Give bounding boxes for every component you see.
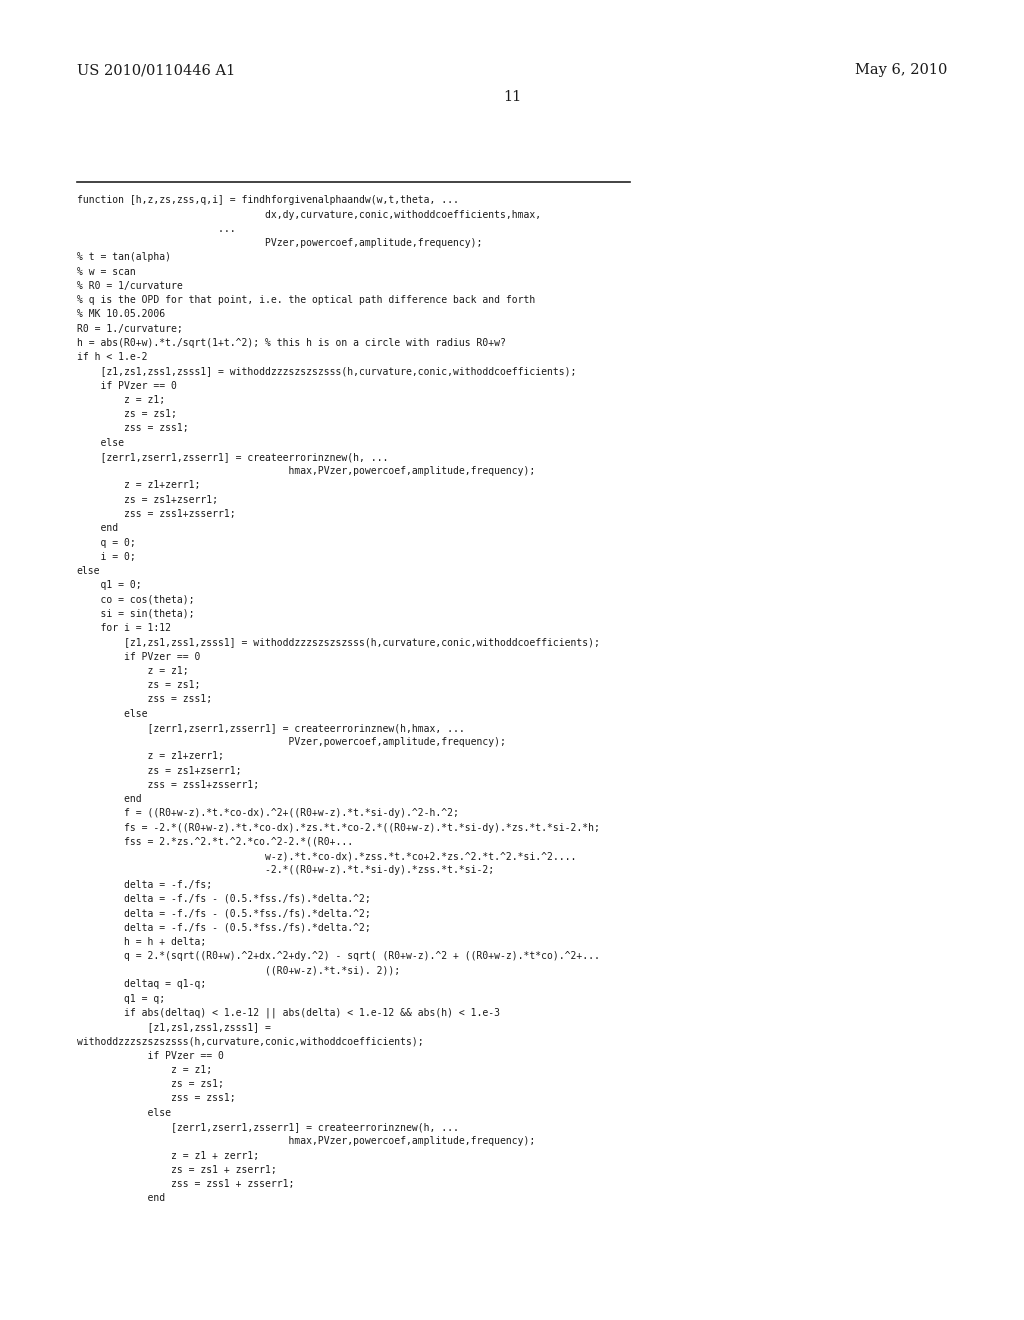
Text: ...: ... (77, 224, 236, 234)
Text: zss = zss1 + zsserr1;: zss = zss1 + zsserr1; (77, 1179, 294, 1189)
Text: zs = zs1;: zs = zs1; (77, 409, 177, 420)
Text: zss = zss1;: zss = zss1; (77, 1093, 236, 1104)
Text: zs = zs1+zserr1;: zs = zs1+zserr1; (77, 495, 218, 504)
Text: z = z1;: z = z1; (77, 665, 188, 676)
Text: else: else (77, 1107, 171, 1118)
Text: hmax,PVzer,powercoef,amplitude,frequency);: hmax,PVzer,powercoef,amplitude,frequency… (77, 466, 536, 477)
Text: % t = tan(alpha): % t = tan(alpha) (77, 252, 171, 263)
Text: if h < 1.e-2: if h < 1.e-2 (77, 352, 147, 362)
Text: [zerr1,zserr1,zsserr1] = createerrorinznew(h,hmax, ...: [zerr1,zserr1,zsserr1] = createerrorinzn… (77, 723, 465, 733)
Text: z = z1+zerr1;: z = z1+zerr1; (77, 480, 200, 491)
Text: zs = zs1 + zserr1;: zs = zs1 + zserr1; (77, 1164, 276, 1175)
Text: % q is the OPD for that point, i.e. the optical path difference back and forth: % q is the OPD for that point, i.e. the … (77, 296, 536, 305)
Text: si = sin(theta);: si = sin(theta); (77, 609, 195, 619)
Text: zs = zs1+zserr1;: zs = zs1+zserr1; (77, 766, 242, 776)
Text: zss = zss1+zsserr1;: zss = zss1+zsserr1; (77, 780, 259, 789)
Text: delta = -f./fs;: delta = -f./fs; (77, 879, 212, 890)
Text: % w = scan: % w = scan (77, 267, 135, 277)
Text: end: end (77, 523, 118, 533)
Text: zss = zss1;: zss = zss1; (77, 694, 212, 705)
Text: for i = 1:12: for i = 1:12 (77, 623, 171, 634)
Text: [z1,zs1,zss1,zsss1] = withoddzzzszszszsss(h,curvature,conic,withoddcoefficients): [z1,zs1,zss1,zsss1] = withoddzzzszszszss… (77, 638, 600, 647)
Text: delta = -f./fs - (0.5.*fss./fs).*delta.^2;: delta = -f./fs - (0.5.*fss./fs).*delta.^… (77, 894, 371, 904)
Text: [z1,zs1,zss1,zsss1] = withoddzzzszszszsss(h,curvature,conic,withoddcoefficients): [z1,zs1,zss1,zsss1] = withoddzzzszszszss… (77, 367, 577, 376)
Text: else: else (77, 709, 147, 718)
Text: q1 = 0;: q1 = 0; (77, 581, 141, 590)
Text: zss = zss1+zsserr1;: zss = zss1+zsserr1; (77, 510, 236, 519)
Text: zs = zs1;: zs = zs1; (77, 680, 200, 690)
Text: h = h + delta;: h = h + delta; (77, 937, 206, 946)
Text: q = 2.*(sqrt((R0+w).^2+dx.^2+dy.^2) - sqrt( (R0+w-z).^2 + ((R0+w-z).*t*co).^2+..: q = 2.*(sqrt((R0+w).^2+dx.^2+dy.^2) - sq… (77, 950, 600, 961)
Text: q1 = q;: q1 = q; (77, 994, 165, 1003)
Text: else: else (77, 566, 100, 576)
Text: PVzer,powercoef,amplitude,frequency);: PVzer,powercoef,amplitude,frequency); (77, 238, 482, 248)
Text: end: end (77, 795, 141, 804)
Text: fss = 2.*zs.^2.*t.^2.*co.^2-2.*((R0+...: fss = 2.*zs.^2.*t.^2.*co.^2-2.*((R0+... (77, 837, 353, 847)
Text: dx,dy,curvature,conic,withoddcoefficients,hmax,: dx,dy,curvature,conic,withoddcoefficient… (77, 210, 541, 219)
Text: if PVzer == 0: if PVzer == 0 (77, 652, 200, 661)
Text: [zerr1,zserr1,zsserr1] = createerrorinznew(h, ...: [zerr1,zserr1,zsserr1] = createerrorinzn… (77, 1122, 459, 1133)
Text: fs = -2.*((R0+w-z).*t.*co-dx).*zs.*t.*co-2.*((R0+w-z).*t.*si-dy).*zs.*t.*si-2.*h: fs = -2.*((R0+w-z).*t.*co-dx).*zs.*t.*co… (77, 822, 600, 833)
Text: PVzer,powercoef,amplitude,frequency);: PVzer,powercoef,amplitude,frequency); (77, 737, 506, 747)
Text: q = 0;: q = 0; (77, 537, 135, 548)
Text: if abs(deltaq) < 1.e-12 || abs(delta) < 1.e-12 && abs(h) < 1.e-3: if abs(deltaq) < 1.e-12 || abs(delta) < … (77, 1008, 500, 1019)
Text: f = ((R0+w-z).*t.*co-dx).^2+((R0+w-z).*t.*si-dy).^2-h.^2;: f = ((R0+w-z).*t.*co-dx).^2+((R0+w-z).*t… (77, 808, 459, 818)
Text: co = cos(theta);: co = cos(theta); (77, 594, 195, 605)
Text: ((R0+w-z).*t.*si). 2));: ((R0+w-z).*t.*si). 2)); (77, 965, 400, 975)
Text: hmax,PVzer,powercoef,amplitude,frequency);: hmax,PVzer,powercoef,amplitude,frequency… (77, 1137, 536, 1146)
Text: [z1,zs1,zss1,zsss1] =: [z1,zs1,zss1,zsss1] = (77, 1022, 270, 1032)
Text: if PVzer == 0: if PVzer == 0 (77, 1051, 223, 1061)
Text: w-z).*t.*co-dx).*zss.*t.*co+2.*zs.^2.*t.^2.*si.^2....: w-z).*t.*co-dx).*zss.*t.*co+2.*zs.^2.*t.… (77, 851, 577, 861)
Text: if PVzer == 0: if PVzer == 0 (77, 380, 177, 391)
Text: [zerr1,zserr1,zsserr1] = createerrorinznew(h, ...: [zerr1,zserr1,zsserr1] = createerrorinzn… (77, 451, 388, 462)
Text: delta = -f./fs - (0.5.*fss./fs).*delta.^2;: delta = -f./fs - (0.5.*fss./fs).*delta.^… (77, 923, 371, 932)
Text: h = abs(R0+w).*t./sqrt(1+t.^2); % this h is on a circle with radius R0+w?: h = abs(R0+w).*t./sqrt(1+t.^2); % this h… (77, 338, 506, 348)
Text: 11: 11 (503, 90, 521, 104)
Text: z = z1;: z = z1; (77, 395, 165, 405)
Text: i = 0;: i = 0; (77, 552, 135, 562)
Text: function [h,z,zs,zss,q,i] = findhforgivenalphaandw(w,t,theta, ...: function [h,z,zs,zss,q,i] = findhforgive… (77, 195, 459, 206)
Text: else: else (77, 438, 124, 447)
Text: z = z1;: z = z1; (77, 1065, 212, 1074)
Text: deltaq = q1-q;: deltaq = q1-q; (77, 979, 206, 990)
Text: zs = zs1;: zs = zs1; (77, 1080, 223, 1089)
Text: zss = zss1;: zss = zss1; (77, 424, 188, 433)
Text: R0 = 1./curvature;: R0 = 1./curvature; (77, 323, 182, 334)
Text: z = z1 + zerr1;: z = z1 + zerr1; (77, 1151, 259, 1160)
Text: May 6, 2010: May 6, 2010 (855, 63, 947, 78)
Text: end: end (77, 1193, 165, 1204)
Text: US 2010/0110446 A1: US 2010/0110446 A1 (77, 63, 236, 78)
Text: z = z1+zerr1;: z = z1+zerr1; (77, 751, 223, 762)
Text: % R0 = 1/curvature: % R0 = 1/curvature (77, 281, 182, 290)
Text: % MK 10.05.2006: % MK 10.05.2006 (77, 309, 165, 319)
Text: -2.*((R0+w-z).*t.*si-dy).*zss.*t.*si-2;: -2.*((R0+w-z).*t.*si-dy).*zss.*t.*si-2; (77, 866, 494, 875)
Text: withoddzzzszszszsss(h,curvature,conic,withoddcoefficients);: withoddzzzszszszsss(h,curvature,conic,wi… (77, 1036, 424, 1047)
Text: delta = -f./fs - (0.5.*fss./fs).*delta.^2;: delta = -f./fs - (0.5.*fss./fs).*delta.^… (77, 908, 371, 919)
